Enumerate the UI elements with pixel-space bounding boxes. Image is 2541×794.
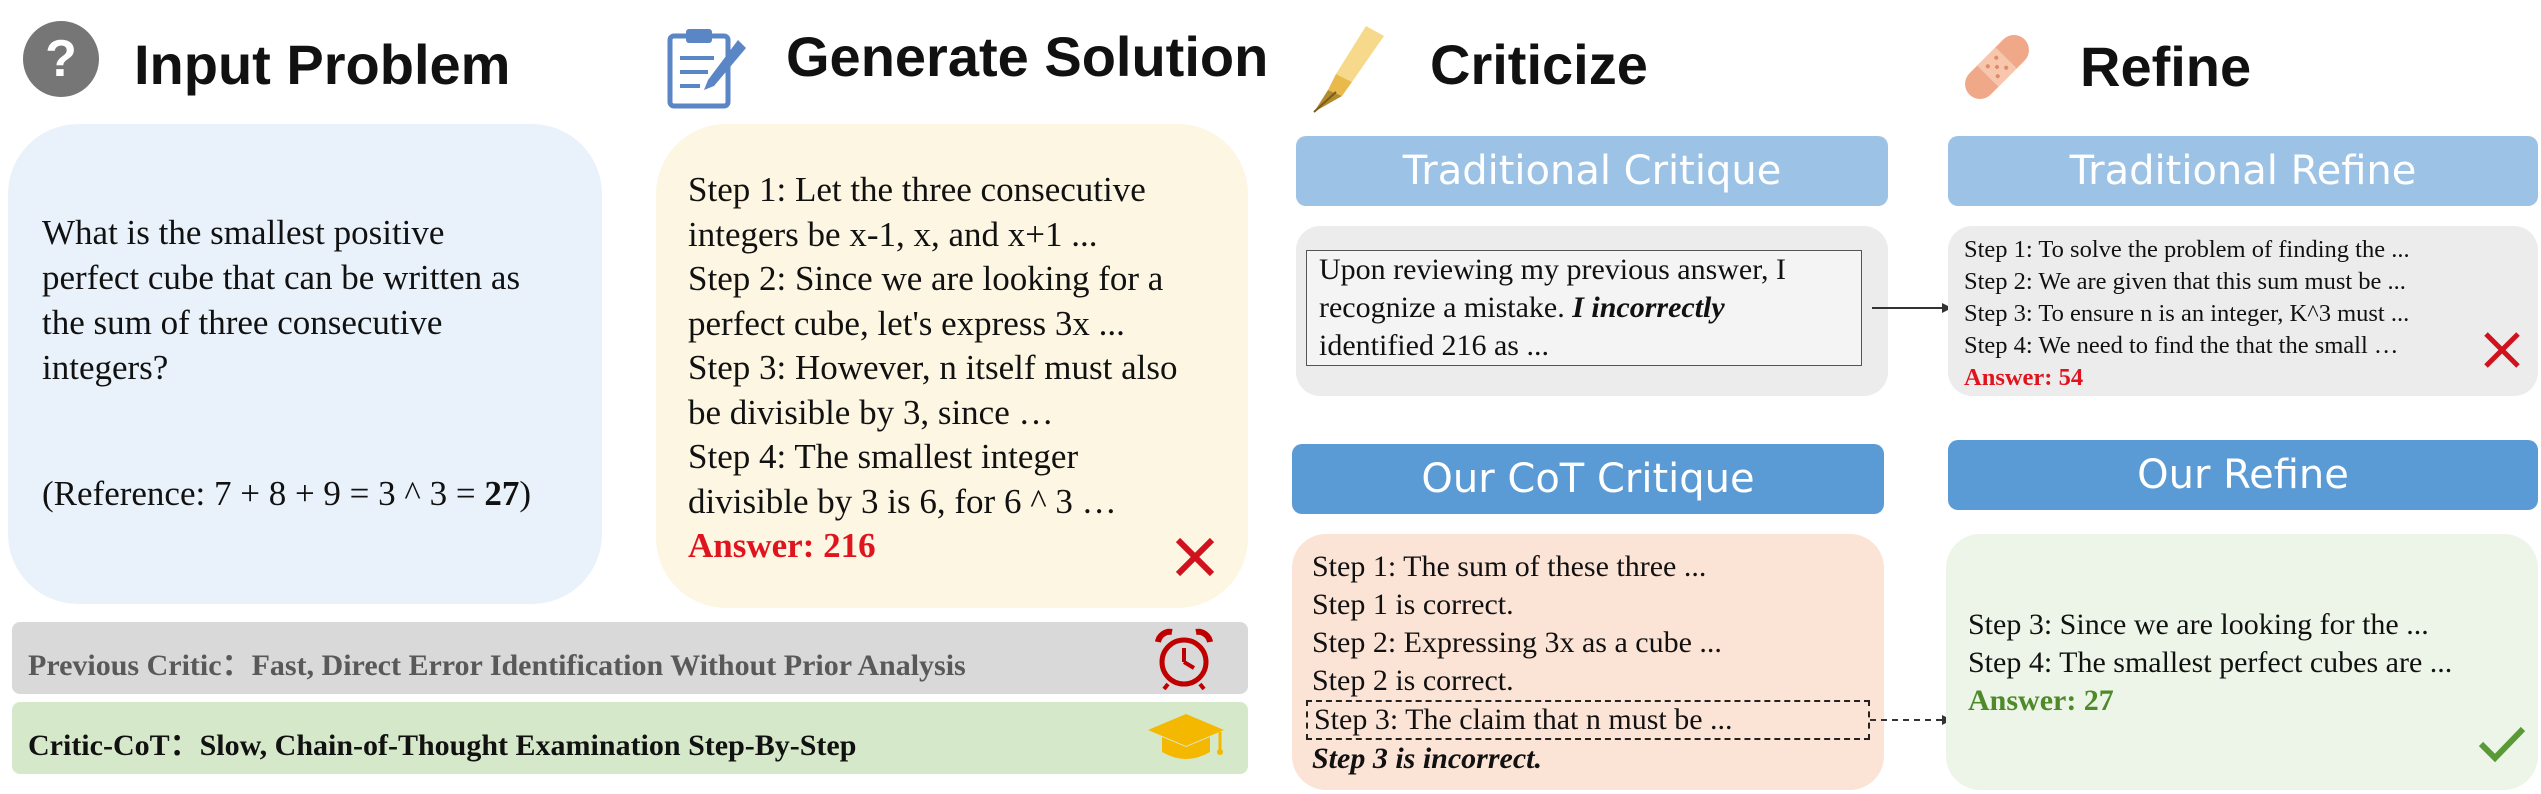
bandage-icon [1956,26,2038,108]
wrong-x-icon [1174,536,1216,578]
alarm-clock-icon [1152,626,1216,691]
traditional-critique-panel: Upon reviewing my previous answer, I rec… [1296,226,1888,396]
reference-suffix: ) [519,474,531,513]
solution-line: Step 2: Since we are looking for a [688,259,1164,298]
our-refine-line: Step 3: Since we are looking for the ... [1968,608,2429,641]
our-refine-title: Our Refine [1948,440,2538,510]
stage-title-criticize: Criticize [1430,33,1648,96]
stage-title-generate: Generate Solution [786,25,1269,88]
check-icon [2478,724,2526,764]
legend-previous-text: Previous Critic：Fast, Direct Error Ident… [28,649,966,682]
cot-line: Step 1: The sum of these three ... [1312,550,1707,583]
solution-line: be divisible by 3, since … [688,392,1054,432]
reference-prefix: (Reference: 7 + 8 + 9 = 3 ^ 3 = [42,474,485,513]
cot-highlight-text: Step 3: The claim that n must be ... [1314,703,1733,736]
traditional-refine-panel: Step 1: To solve the problem of finding … [1948,226,2538,396]
solution-line: Step 4: The smallest integer [688,437,1079,476]
critique-line: recognize a mistake. I incorrectly [1319,289,1861,327]
stage-title-refine: Refine [2080,35,2252,98]
cot-line: Step 2 is correct. [1312,664,1514,697]
solution-answer: Answer: 216 [688,526,876,565]
problem-reference: (Reference: 7 + 8 + 9 = 3 ^ 3 = 27) [42,474,531,514]
critique-line-emph: I incorrectly [1572,291,1725,324]
our-refine-answer: Answer: 27 [1968,684,2114,717]
critique-line: identified 216 as ... [1319,329,1549,362]
our-refine-line: Step 4: The smallest perfect cubes are .… [1968,646,2453,679]
question-circle-icon: ? [22,20,100,98]
critique-line-plain: recognize a mistake. [1319,291,1573,324]
cot-critique-title: Our CoT Critique [1292,444,1884,514]
cot-critique-steps: Step 1: The sum of these three ... Step … [1312,548,1722,700]
legend-cot-text: Critic-CoT：Slow, Chain-of-Thought Examin… [28,729,857,762]
solution-line: Step 3: However, n itself must also [688,348,1178,387]
arrow-critique-to-refine [1872,296,1952,320]
traditional-refine-title: Traditional Refine [1948,136,2538,206]
our-refine-steps: Step 3: Since we are looking for the ...… [1968,606,2452,720]
critique-line: Upon reviewing my previous answer, I [1319,253,1787,286]
solution-steps: Step 1: Let the three consecutive intege… [688,168,1178,569]
solution-line: divisible by 3 is 6, for 6 ^ 3 … [688,481,1117,521]
problem-line: perfect cube that can be written as [42,258,521,297]
refine-line: Step 3: To ensure n is an integer, K^3 m… [1964,300,2410,327]
cot-critique-panel: Step 1: The sum of these three ... Step … [1292,534,1884,790]
graduation-cap-icon [1146,710,1226,766]
problem-line: the sum of three consecutive [42,303,443,342]
solution-box: Step 1: Let the three consecutive intege… [656,124,1248,608]
cot-line: Step 1 is correct. [1312,588,1514,621]
our-refine-panel: Step 3: Since we are looking for the ...… [1946,534,2538,790]
problem-line: What is the smallest positive [42,213,445,252]
svg-text:?: ? [45,30,77,88]
wrong-x-icon [2482,330,2522,370]
problem-text: What is the smallest positive perfect cu… [42,210,520,390]
solution-line: perfect cube, let's express 3x ... [688,303,1125,343]
refine-line: Step 1: To solve the problem of finding … [1964,236,2410,263]
legend-critic-cot: Critic-CoT：Slow, Chain-of-Thought Examin… [12,702,1248,774]
stage-title-input: Input Problem [134,33,511,96]
refine-line: Step 2: We are given that this sum must … [1964,268,2406,295]
problem-line: integers? [42,348,169,387]
fountain-pen-icon [1306,22,1388,114]
arrow-cot-to-refine [1870,708,1952,732]
refine-line: Step 4: We need to find the that the sma… [1964,332,2399,359]
traditional-critique-box: Upon reviewing my previous answer, I rec… [1306,250,1862,366]
traditional-critique-title: Traditional Critique [1296,136,1888,206]
clipboard-icon [664,26,748,110]
reference-value: 27 [484,474,520,513]
traditional-refine-steps: Step 1: To solve the problem of finding … [1964,234,2410,394]
legend-previous-critic: Previous Critic：Fast, Direct Error Ident… [12,622,1248,694]
cot-line: Step 2: Expressing 3x as a cube ... [1312,626,1722,659]
solution-line: Step 1: Let the three consecutive [688,170,1146,209]
cot-highlight-box: Step 3: The claim that n must be ... [1306,700,1870,740]
problem-box: What is the smallest positive perfect cu… [8,124,602,604]
solution-line: integers be x-1, x, and x+1 ... [688,214,1098,254]
cot-verdict: Step 3 is incorrect. [1312,742,1542,775]
traditional-refine-answer: Answer: 54 [1964,364,2084,391]
